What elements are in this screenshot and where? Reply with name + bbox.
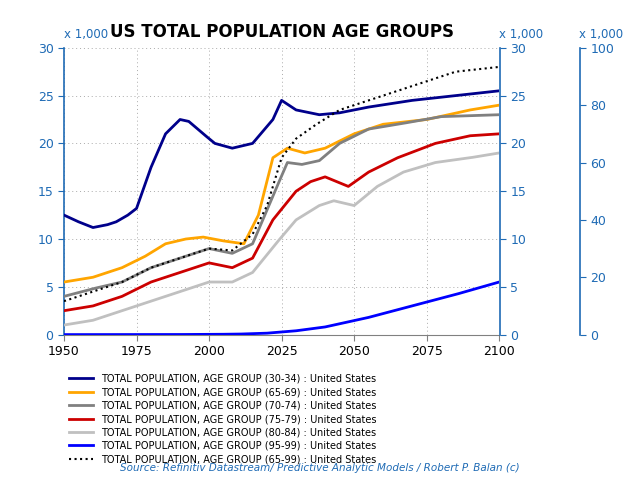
Text: x 1,000: x 1,000 — [499, 28, 543, 41]
Title: US TOTAL POPULATION AGE GROUPS: US TOTAL POPULATION AGE GROUPS — [109, 22, 454, 41]
Text: x 1,000: x 1,000 — [579, 28, 623, 41]
Legend: TOTAL POPULATION, AGE GROUP (30-34) : United States, TOTAL POPULATION, AGE GROUP: TOTAL POPULATION, AGE GROUP (30-34) : Un… — [69, 374, 376, 464]
Text: x 1,000: x 1,000 — [64, 28, 108, 41]
Text: Source: Refinitiv Datastream/ Predictive Analytic Models / Robert P. Balan (c): Source: Refinitiv Datastream/ Predictive… — [120, 463, 520, 473]
